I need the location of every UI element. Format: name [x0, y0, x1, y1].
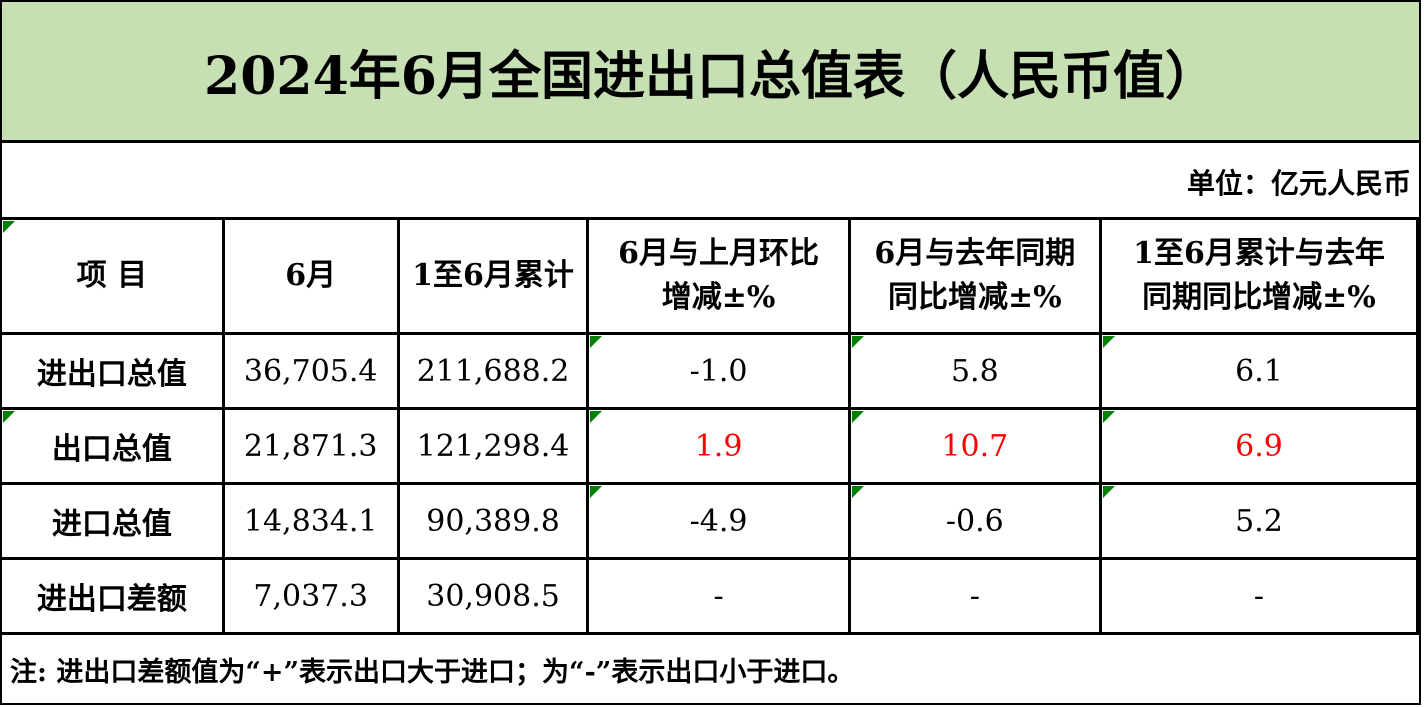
table-row: 进出口差额 7,037.3 30,908.5 - - - — [2, 557, 1420, 635]
cell-value: 出口总值 — [51, 432, 172, 467]
cell-june[interactable]: 21,871.3 — [221, 407, 400, 485]
header-june[interactable]: 6月 — [221, 217, 400, 335]
cell-yoy[interactable]: 5.8 — [847, 332, 1102, 410]
cell-ytd-yoy[interactable]: 6.9 — [1098, 407, 1420, 485]
cell-mom[interactable]: - — [586, 557, 851, 635]
cell-yoy[interactable]: - — [847, 557, 1102, 635]
cell-ytd[interactable]: 30,908.5 — [396, 557, 590, 635]
row-label[interactable]: 出口总值 — [2, 407, 225, 485]
header-text: 项 目 — [76, 258, 148, 293]
cell-value: 5.8 — [950, 353, 999, 389]
green-triangle-icon — [3, 221, 15, 233]
green-triangle-icon — [1102, 411, 1115, 423]
cell-ytd-yoy[interactable]: 5.2 — [1098, 482, 1420, 560]
green-triangle-icon — [1102, 336, 1115, 348]
green-triangle-icon — [851, 411, 864, 423]
cell-yoy[interactable]: -0.6 — [847, 482, 1102, 560]
header-ytd[interactable]: 1至6月累计 — [396, 217, 590, 335]
table-row: 进口总值 14,834.1 90,389.8 -4.9 -0.6 5.2 — [2, 482, 1420, 560]
cell-ytd[interactable]: 211,688.2 — [396, 332, 590, 410]
cell-june[interactable]: 36,705.4 — [221, 332, 400, 410]
green-triangle-icon — [590, 411, 603, 423]
cell-mom[interactable]: 1.9 — [586, 407, 851, 485]
cell-value: 5.2 — [1235, 503, 1283, 539]
cell-june[interactable]: 14,834.1 — [221, 482, 400, 560]
green-triangle-icon — [590, 336, 603, 348]
header-text: 6月与上月环比 — [618, 236, 820, 271]
header-row: 项 目 6月 1至6月累计 6月与上月环比 增减±% 6月与去年同期 同比增减±% … — [2, 217, 1420, 335]
green-triangle-icon — [1102, 486, 1115, 498]
cell-ytd[interactable]: 121,298.4 — [396, 407, 590, 485]
green-triangle-icon — [851, 336, 864, 348]
cell-yoy[interactable]: 10.7 — [847, 407, 1102, 485]
green-triangle-icon — [3, 411, 15, 423]
row-label[interactable]: 进出口差额 — [2, 557, 225, 635]
header-text: 1至6月累计 — [412, 258, 574, 293]
cell-value: 10.7 — [941, 428, 1009, 464]
cell-value: 1.9 — [694, 428, 743, 464]
header-text: 同期同比增减±% — [1142, 280, 1376, 315]
trade-table: 项 目 6月 1至6月累计 6月与上月环比 增减±% 6月与去年同期 同比增减±% … — [2, 217, 1420, 635]
unit-label: 单位：亿元人民币 — [1186, 167, 1411, 200]
cell-ytd-yoy[interactable]: - — [1098, 557, 1420, 635]
cell-value: -1.0 — [689, 353, 748, 389]
cell-value: 6.1 — [1235, 353, 1283, 389]
header-mom[interactable]: 6月与上月环比 增减±% — [586, 217, 851, 335]
green-triangle-icon — [590, 486, 603, 498]
cell-mom[interactable]: -1.0 — [586, 332, 851, 410]
cell-value: 6.9 — [1235, 428, 1283, 464]
row-label[interactable]: 进出口总值 — [2, 332, 225, 410]
cell-ytd[interactable]: 90,389.8 — [396, 482, 590, 560]
header-item[interactable]: 项 目 — [2, 217, 225, 335]
header-yoy[interactable]: 6月与去年同期 同比增减±% — [847, 217, 1102, 335]
cell-value: -4.9 — [689, 503, 748, 539]
green-triangle-icon — [851, 486, 864, 498]
table-row: 出口总值 21,871.3 121,298.4 1.9 10.7 6.9 — [2, 407, 1420, 485]
table-row: 进出口总值 36,705.4 211,688.2 -1.0 5.8 6.1 — [2, 332, 1420, 410]
cell-mom[interactable]: -4.9 — [586, 482, 851, 560]
cell-value: -0.6 — [945, 503, 1004, 539]
footnote: 注: 进出口差额值为“+”表示出口大于进口；为“-”表示出口小于进口。 — [10, 657, 855, 688]
page-title: 2024年6月全国进出口总值表（人民币值） — [2, 2, 1419, 143]
header-text: 6月与去年同期 — [874, 236, 1076, 271]
header-text: 1至6月累计与去年 — [1133, 236, 1385, 271]
header-text: 增减±% — [661, 280, 776, 315]
header-text: 同比增减±% — [888, 280, 1062, 315]
header-ytd-yoy[interactable]: 1至6月累计与去年 同期同比增减±% — [1098, 217, 1420, 335]
row-label[interactable]: 进口总值 — [2, 482, 225, 560]
cell-june[interactable]: 7,037.3 — [221, 557, 400, 635]
cell-ytd-yoy[interactable]: 6.1 — [1098, 332, 1420, 410]
header-text: 6月 — [285, 258, 337, 293]
